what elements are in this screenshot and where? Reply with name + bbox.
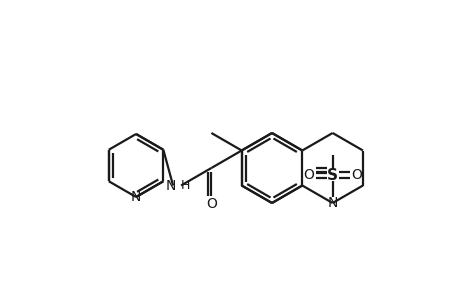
Text: N: N <box>165 178 176 193</box>
Text: H: H <box>181 179 190 192</box>
Text: N: N <box>131 190 141 204</box>
Text: O: O <box>350 168 361 182</box>
Text: O: O <box>206 197 216 212</box>
Text: O: O <box>302 168 313 182</box>
Text: N: N <box>327 196 337 210</box>
Text: S: S <box>326 167 337 182</box>
